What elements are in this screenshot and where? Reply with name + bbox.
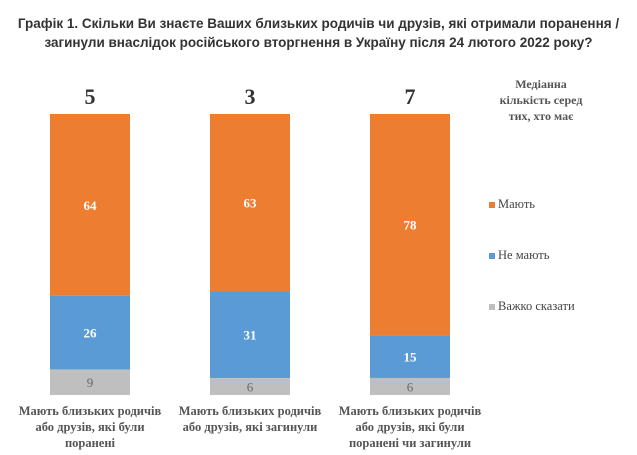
bar-segment (370, 114, 450, 336)
bar-segment (370, 335, 450, 378)
category-label: поранені (65, 436, 116, 450)
legend-swatch (489, 304, 495, 310)
legend-swatch (489, 253, 495, 259)
category-label: або друзів, які були (35, 420, 144, 434)
data-label: 6 (247, 380, 254, 395)
data-label: 78 (404, 218, 418, 233)
legend-label: Не мають (498, 248, 550, 262)
bar-segment (50, 295, 130, 370)
data-label: 26 (84, 326, 98, 341)
bar-segment (210, 291, 290, 379)
data-label: 9 (87, 375, 94, 390)
legend-label: Важко сказати (498, 299, 575, 313)
chart-title: Графік 1. Скільки Ви знаєте Ваших близьк… (17, 16, 620, 50)
bar-segment (210, 114, 290, 292)
bar-segment (50, 114, 130, 296)
data-label: 6 (407, 379, 414, 394)
median-label: тих, хто має (509, 109, 574, 123)
category-label: поранені чи загинули (349, 436, 471, 450)
data-label: 31 (244, 328, 257, 343)
median-value: 7 (405, 84, 416, 109)
data-label: 63 (244, 196, 258, 211)
bar-segment (370, 377, 450, 395)
category-label: Мають близьких родичів (19, 404, 162, 418)
median-label: Медіанна (515, 77, 567, 91)
median-value: 5 (85, 84, 96, 109)
legend-label: Мають (498, 197, 535, 211)
legend-swatch (489, 202, 495, 208)
category-label: або друзів, які були (355, 420, 464, 434)
bar-segment (210, 378, 290, 395)
data-label: 64 (84, 198, 98, 213)
median-label: кількість серед (500, 93, 583, 107)
bar-segment (50, 369, 130, 395)
data-label: 15 (404, 350, 418, 365)
category-label: Мають близьких родичів (339, 404, 482, 418)
median-value: 3 (245, 84, 256, 109)
category-label: або друзів, які загинули (183, 420, 318, 434)
category-label: Мають близьких родичів (179, 404, 322, 418)
